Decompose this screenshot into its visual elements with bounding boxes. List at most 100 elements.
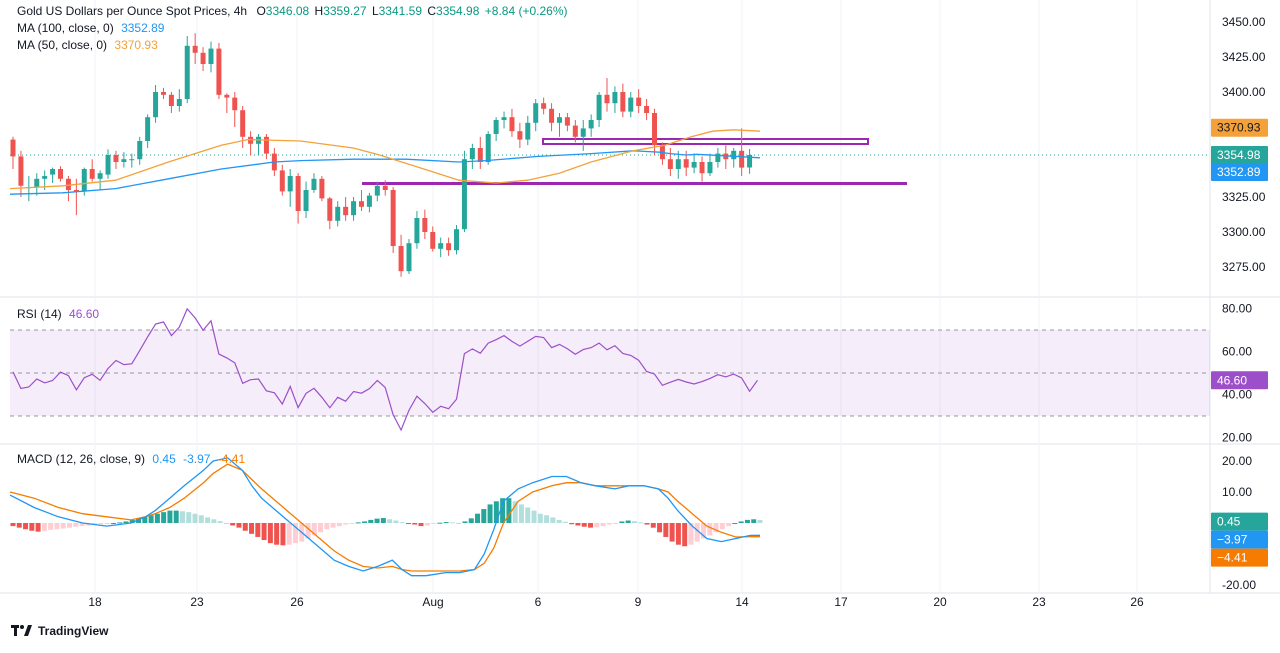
candle-body: [667, 159, 673, 169]
candle-body: [739, 150, 745, 168]
rsi-tick-label: 20.00: [1222, 431, 1252, 445]
candle-body: [446, 243, 452, 251]
macd-histogram-bar: [274, 523, 280, 545]
macd-histogram-bar: [631, 521, 637, 523]
candle-body: [303, 190, 309, 211]
macd-histogram-bar: [355, 522, 361, 524]
macd-histogram-bar: [512, 501, 518, 523]
macd-histogram-bar: [173, 510, 179, 523]
macd-line: [9, 457, 761, 577]
candle-body: [224, 94, 230, 98]
macd-histogram-bar: [311, 523, 317, 536]
hist-value: -4.41: [217, 452, 246, 466]
macd-histogram-bar: [29, 523, 35, 531]
x-tick-label: 23: [1032, 595, 1046, 609]
x-tick-label: Aug: [422, 595, 443, 609]
x-tick-label: 26: [1130, 595, 1144, 609]
macd-label: MACD (12, 26, close, 9): [17, 452, 146, 466]
macd-histogram-bar: [594, 523, 600, 528]
macd-histogram-bar: [569, 523, 575, 525]
ma50-line: [9, 129, 761, 190]
rsi-legend: RSI (14) 46.60: [17, 307, 99, 321]
macd-tick-label: 10.00: [1222, 485, 1252, 499]
macd-histogram-bar: [217, 521, 223, 523]
candle-body: [232, 97, 238, 111]
macd-histogram-bar: [675, 523, 681, 545]
candle-body: [216, 48, 222, 95]
macd-histogram-bar: [456, 523, 462, 524]
candle-body: [652, 113, 658, 146]
macd-histogram-bar: [719, 523, 725, 530]
ohlc-change: +8.84 (+0.26%): [484, 4, 568, 18]
ohlc-high-label: H: [314, 4, 324, 18]
macd-histogram-bar: [129, 519, 135, 523]
candle-body: [604, 94, 610, 104]
candle-body: [541, 103, 547, 109]
signal-value: -3.97: [183, 452, 211, 466]
candle-body: [509, 117, 515, 132]
rsi-tick-label: 60.00: [1222, 345, 1252, 359]
macd-histogram-bar: [613, 523, 619, 524]
last-price-badge-bg: [1211, 146, 1268, 165]
ohlc-close-label: C: [427, 4, 437, 18]
candle-body: [374, 185, 380, 196]
macd-histogram-bar: [487, 504, 493, 523]
candle-body: [517, 131, 523, 140]
candle-body: [414, 218, 420, 244]
candle-body: [160, 92, 166, 95]
candle-body: [65, 178, 71, 190]
ohlc-close: 3354.98: [436, 4, 480, 18]
candle-body: [485, 134, 491, 162]
macd-histogram-bar: [688, 523, 694, 545]
macd-histogram-bar: [462, 521, 468, 523]
ma50-badge: 3370.93: [1217, 121, 1261, 135]
macd-histogram-bar: [562, 521, 568, 523]
macd-histogram-bar: [738, 521, 744, 523]
macd-histogram-bar: [744, 519, 750, 523]
support-level: [362, 182, 907, 185]
candle-body: [240, 110, 246, 137]
candle-body: [192, 45, 198, 53]
candle-body: [295, 176, 301, 211]
candle-body: [406, 243, 412, 272]
macd-histogram-bar: [374, 518, 380, 523]
tradingview-logo-icon: [11, 625, 32, 636]
candle-body: [18, 156, 24, 186]
macd-histogram-bar: [280, 523, 286, 546]
macd-histogram-bar: [694, 523, 700, 542]
macd-histogram-bar: [606, 523, 612, 525]
macd-histogram-bar: [205, 517, 211, 523]
candle-body: [556, 117, 562, 123]
candle-body: [58, 169, 64, 179]
ohlc-open-label: O: [256, 4, 266, 18]
rsi-tick-label: 80.00: [1222, 302, 1252, 316]
macd-histogram-bar: [669, 523, 675, 542]
macd-histogram-bar: [682, 523, 688, 547]
ohlc-open: 3346.08: [265, 4, 310, 18]
tradingview-logo[interactable]: TradingView: [11, 624, 108, 638]
candle-body: [525, 122, 531, 140]
ohlc-low-label: L: [371, 4, 379, 18]
candle-body: [533, 103, 539, 123]
hist-badge-bg: [1211, 548, 1268, 567]
candle-body: [580, 128, 586, 137]
macd-histogram-bar: [393, 520, 399, 523]
tradingview-logo-text: TradingView: [38, 624, 109, 638]
macd-histogram-bar: [186, 512, 192, 523]
macd-histogram-bar: [537, 513, 543, 523]
macd-tick-label: -20.00: [1222, 578, 1256, 592]
ma50-label: MA (50, close, 0): [17, 38, 108, 52]
candle-body: [461, 159, 467, 230]
rsi-tick-label: 40.00: [1222, 388, 1252, 402]
macd-histogram-bar: [424, 523, 430, 526]
candle-body: [644, 106, 650, 113]
candle-body: [715, 153, 721, 162]
candle-body: [382, 185, 388, 190]
candle-body: [319, 178, 325, 199]
candle-body: [200, 52, 206, 64]
macd-tick-label: 20.00: [1222, 454, 1252, 468]
candle-body: [469, 148, 475, 160]
candle-body: [184, 45, 190, 99]
